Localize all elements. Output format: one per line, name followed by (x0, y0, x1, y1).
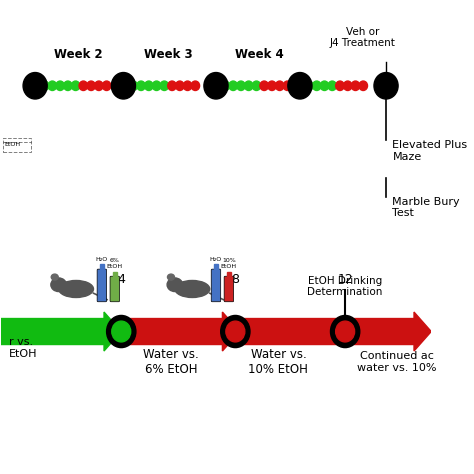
Ellipse shape (167, 274, 174, 280)
Circle shape (168, 81, 176, 91)
Circle shape (336, 81, 344, 91)
Text: 12: 12 (337, 273, 353, 286)
Circle shape (111, 73, 136, 99)
Text: Elevated Plus
Maze: Elevated Plus Maze (392, 140, 468, 162)
Bar (227, 272, 231, 277)
Circle shape (79, 81, 88, 91)
Bar (100, 264, 104, 270)
Text: Week 3: Week 3 (144, 48, 193, 61)
Circle shape (112, 321, 131, 342)
Circle shape (351, 81, 360, 91)
Circle shape (312, 81, 321, 91)
Circle shape (229, 81, 237, 91)
Text: r vs.
EtOH: r vs. EtOH (9, 337, 38, 359)
Text: Water vs.
6% EtOH: Water vs. 6% EtOH (143, 348, 199, 376)
Bar (113, 272, 117, 277)
FancyBboxPatch shape (211, 269, 221, 302)
Circle shape (137, 81, 146, 91)
Text: 8: 8 (231, 273, 239, 286)
Text: 10%
EtOH: 10% EtOH (221, 258, 237, 269)
Circle shape (237, 81, 245, 91)
Circle shape (343, 81, 352, 91)
Circle shape (71, 81, 80, 91)
Circle shape (221, 81, 230, 91)
FancyArrow shape (119, 312, 240, 351)
Circle shape (56, 81, 64, 91)
Bar (214, 264, 218, 270)
Circle shape (107, 316, 136, 347)
Circle shape (40, 81, 49, 91)
Circle shape (374, 73, 398, 99)
Text: Week 2: Week 2 (54, 48, 102, 61)
Text: Continued ac
water vs. 10%: Continued ac water vs. 10% (357, 351, 437, 373)
Circle shape (275, 81, 284, 91)
FancyBboxPatch shape (224, 276, 234, 302)
Text: H₂O: H₂O (96, 256, 108, 262)
Ellipse shape (51, 274, 58, 280)
Circle shape (87, 81, 95, 91)
Circle shape (260, 81, 268, 91)
FancyBboxPatch shape (97, 269, 107, 302)
Circle shape (320, 81, 329, 91)
FancyArrow shape (0, 312, 121, 351)
Circle shape (305, 81, 313, 91)
Circle shape (204, 73, 228, 99)
Ellipse shape (59, 281, 93, 298)
Ellipse shape (51, 278, 66, 292)
Text: Water vs.
10% EtOH: Water vs. 10% EtOH (248, 348, 308, 376)
Circle shape (283, 81, 292, 91)
Text: Veh or
J4 Treatment: Veh or J4 Treatment (329, 27, 395, 48)
Circle shape (330, 316, 360, 347)
Text: EtOH Drinking
Determination: EtOH Drinking Determination (308, 276, 383, 297)
Circle shape (221, 316, 250, 347)
Circle shape (94, 81, 103, 91)
Circle shape (288, 73, 312, 99)
Text: 6%
EtOH: 6% EtOH (107, 258, 123, 269)
Circle shape (268, 81, 276, 91)
Ellipse shape (175, 281, 210, 298)
Circle shape (48, 81, 57, 91)
Circle shape (191, 81, 200, 91)
Circle shape (252, 81, 261, 91)
Bar (3, 138, 31, 152)
Circle shape (145, 81, 153, 91)
Circle shape (23, 73, 47, 99)
Circle shape (102, 81, 111, 91)
Circle shape (129, 81, 137, 91)
Circle shape (336, 321, 355, 342)
Text: Marble Bury
Test: Marble Bury Test (392, 197, 460, 219)
Circle shape (183, 81, 192, 91)
Circle shape (160, 81, 169, 91)
Circle shape (328, 81, 337, 91)
Circle shape (226, 321, 245, 342)
Text: EtOH: EtOH (4, 142, 20, 147)
FancyArrow shape (233, 312, 431, 351)
Circle shape (175, 81, 184, 91)
Circle shape (359, 81, 367, 91)
Circle shape (245, 81, 253, 91)
Text: 4: 4 (117, 273, 125, 286)
Circle shape (152, 81, 161, 91)
Text: Week 4: Week 4 (235, 48, 283, 61)
Text: H₂O: H₂O (210, 256, 222, 262)
Circle shape (64, 81, 72, 91)
Ellipse shape (167, 278, 182, 292)
FancyBboxPatch shape (110, 276, 119, 302)
